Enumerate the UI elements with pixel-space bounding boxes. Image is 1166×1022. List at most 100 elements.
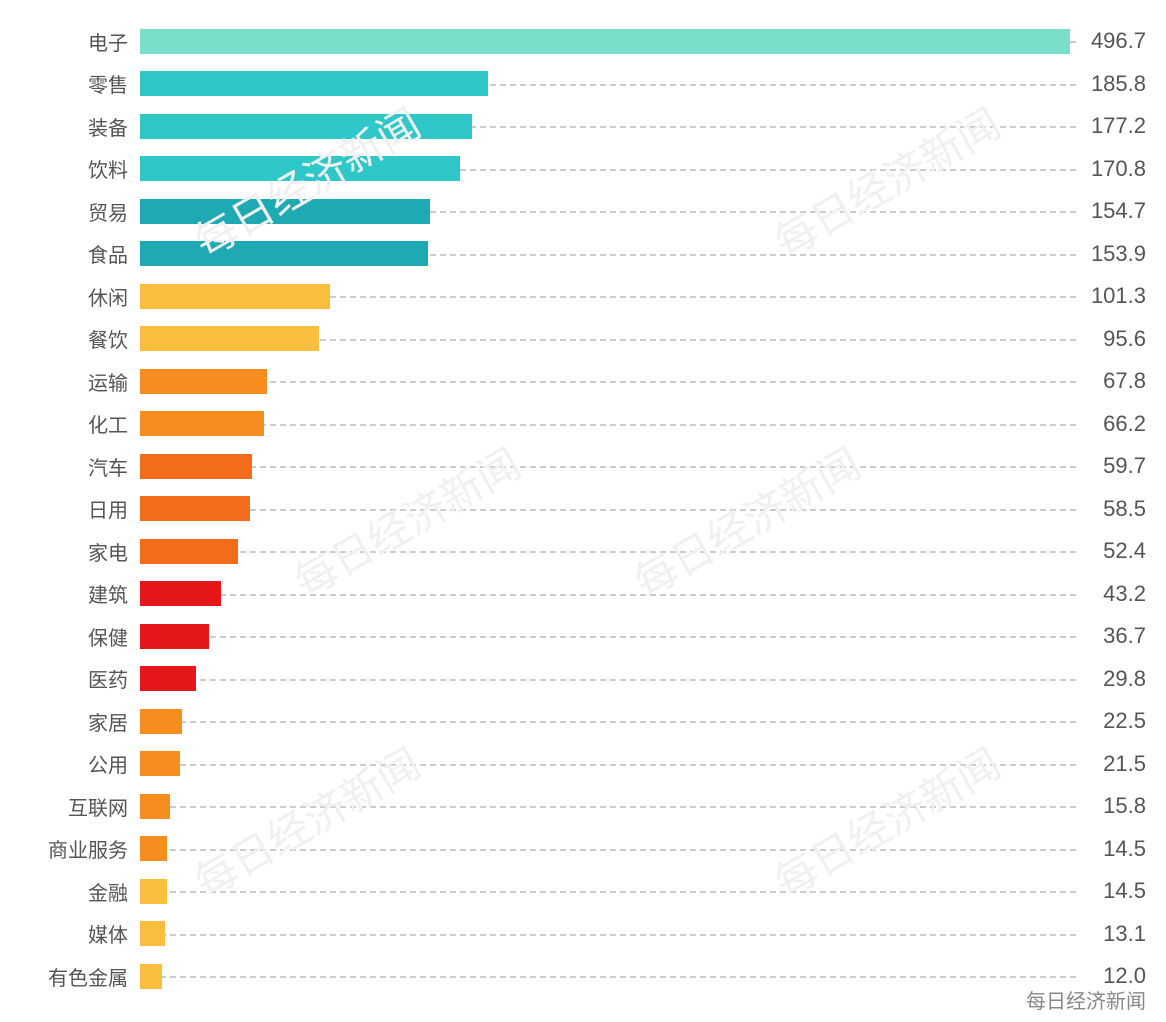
bar-track: [140, 488, 1076, 531]
chart-row: 家居 22.5: [0, 700, 1166, 743]
bar-value: 29.8: [1076, 666, 1166, 692]
bar-track: [140, 190, 1076, 233]
bar: [140, 709, 182, 734]
chart-row: 商业服务 14.5: [0, 828, 1166, 871]
chart-row: 装备 177.2: [0, 105, 1166, 148]
bar-track: [140, 573, 1076, 616]
category-label: 电子: [0, 27, 140, 56]
bar-value: 496.7: [1076, 28, 1166, 54]
guide-line: [140, 636, 1076, 638]
bar: [140, 199, 430, 224]
bar: [140, 581, 221, 606]
chart-row: 互联网 15.8: [0, 785, 1166, 828]
bar: [140, 794, 170, 819]
bar-value: 21.5: [1076, 751, 1166, 777]
bar-track: [140, 913, 1076, 956]
bar-value: 101.3: [1076, 283, 1166, 309]
bar: [140, 114, 472, 139]
bar-value: 14.5: [1076, 878, 1166, 904]
category-label: 饮料: [0, 154, 140, 183]
bar-value: 14.5: [1076, 836, 1166, 862]
bar-track: [140, 615, 1076, 658]
bar-value: 153.9: [1076, 241, 1166, 267]
bar: [140, 241, 428, 266]
category-label: 家居: [0, 707, 140, 736]
category-label: 建筑: [0, 579, 140, 608]
bar-value: 52.4: [1076, 538, 1166, 564]
category-label: 商业服务: [0, 834, 140, 863]
chart-row: 建筑43.2: [0, 573, 1166, 616]
bar-value: 36.7: [1076, 623, 1166, 649]
category-label: 媒体: [0, 919, 140, 948]
guide-line: [140, 849, 1076, 851]
bar-chart: 电子 496.7 零售 185.8 装备 177.2 饮料 170.8 贸易 154.7 食品 153…: [0, 0, 1166, 1022]
chart-row: 汽车59.7: [0, 445, 1166, 488]
category-label: 互联网: [0, 792, 140, 821]
footer-attribution: 每日经济新闻: [1026, 985, 1146, 1014]
category-label: 家电: [0, 537, 140, 566]
bar-track: [140, 275, 1076, 318]
bar-track: [140, 700, 1076, 743]
bar: [140, 879, 167, 904]
bar: [140, 624, 209, 649]
category-label: 休闲: [0, 282, 140, 311]
chart-row: 贸易 154.7: [0, 190, 1166, 233]
guide-line: [140, 424, 1076, 426]
category-label: 日用: [0, 494, 140, 523]
bar-track: [140, 360, 1076, 403]
bar-value: 22.5: [1076, 708, 1166, 734]
category-label: 零售: [0, 69, 140, 98]
bar: [140, 539, 238, 564]
guide-line: [140, 679, 1076, 681]
bar-value: 170.8: [1076, 156, 1166, 182]
guide-line: [140, 806, 1076, 808]
category-label: 贸易: [0, 197, 140, 226]
category-label: 公用: [0, 749, 140, 778]
bar-track: [140, 530, 1076, 573]
guide-line: [140, 764, 1076, 766]
bar: [140, 369, 267, 394]
bar-value: 15.8: [1076, 793, 1166, 819]
bar-value: 154.7: [1076, 198, 1166, 224]
guide-line: [140, 509, 1076, 511]
bar-track: [140, 233, 1076, 276]
bar-value: 177.2: [1076, 113, 1166, 139]
category-label: 装备: [0, 112, 140, 141]
chart-row: 医药 29.8: [0, 658, 1166, 701]
guide-line: [140, 551, 1076, 553]
bar-value: 13.1: [1076, 921, 1166, 947]
bar-value: 59.7: [1076, 453, 1166, 479]
guide-line: [140, 381, 1076, 383]
bar-track: [140, 828, 1076, 871]
category-label: 化工: [0, 409, 140, 438]
bar-track: [140, 403, 1076, 446]
bar: [140, 921, 165, 946]
chart-row: 日用58.5: [0, 488, 1166, 531]
chart-row: 零售 185.8: [0, 63, 1166, 106]
guide-line: [140, 594, 1076, 596]
bar: [140, 666, 196, 691]
category-label: 运输: [0, 367, 140, 396]
bar-value: 185.8: [1076, 71, 1166, 97]
bar-track: [140, 955, 1076, 998]
chart-row: 电子 496.7: [0, 20, 1166, 63]
chart-row: 化工66.2: [0, 403, 1166, 446]
bar: [140, 836, 167, 861]
guide-line: [140, 466, 1076, 468]
category-label: 餐饮: [0, 324, 140, 353]
bar: [140, 156, 460, 181]
guide-line: [140, 891, 1076, 893]
bar-value: 95.6: [1076, 326, 1166, 352]
bar-track: [140, 148, 1076, 191]
chart-row: 公用 21.5: [0, 743, 1166, 786]
category-label: 医药: [0, 664, 140, 693]
chart-row: 餐饮 95.6: [0, 318, 1166, 361]
bar: [140, 411, 264, 436]
category-label: 食品: [0, 239, 140, 268]
chart-row: 休闲 101.3: [0, 275, 1166, 318]
bar: [140, 964, 162, 989]
bar-track: [140, 870, 1076, 913]
chart-row: 保健 36.7: [0, 615, 1166, 658]
category-label: 保健: [0, 622, 140, 651]
bar: [140, 751, 180, 776]
